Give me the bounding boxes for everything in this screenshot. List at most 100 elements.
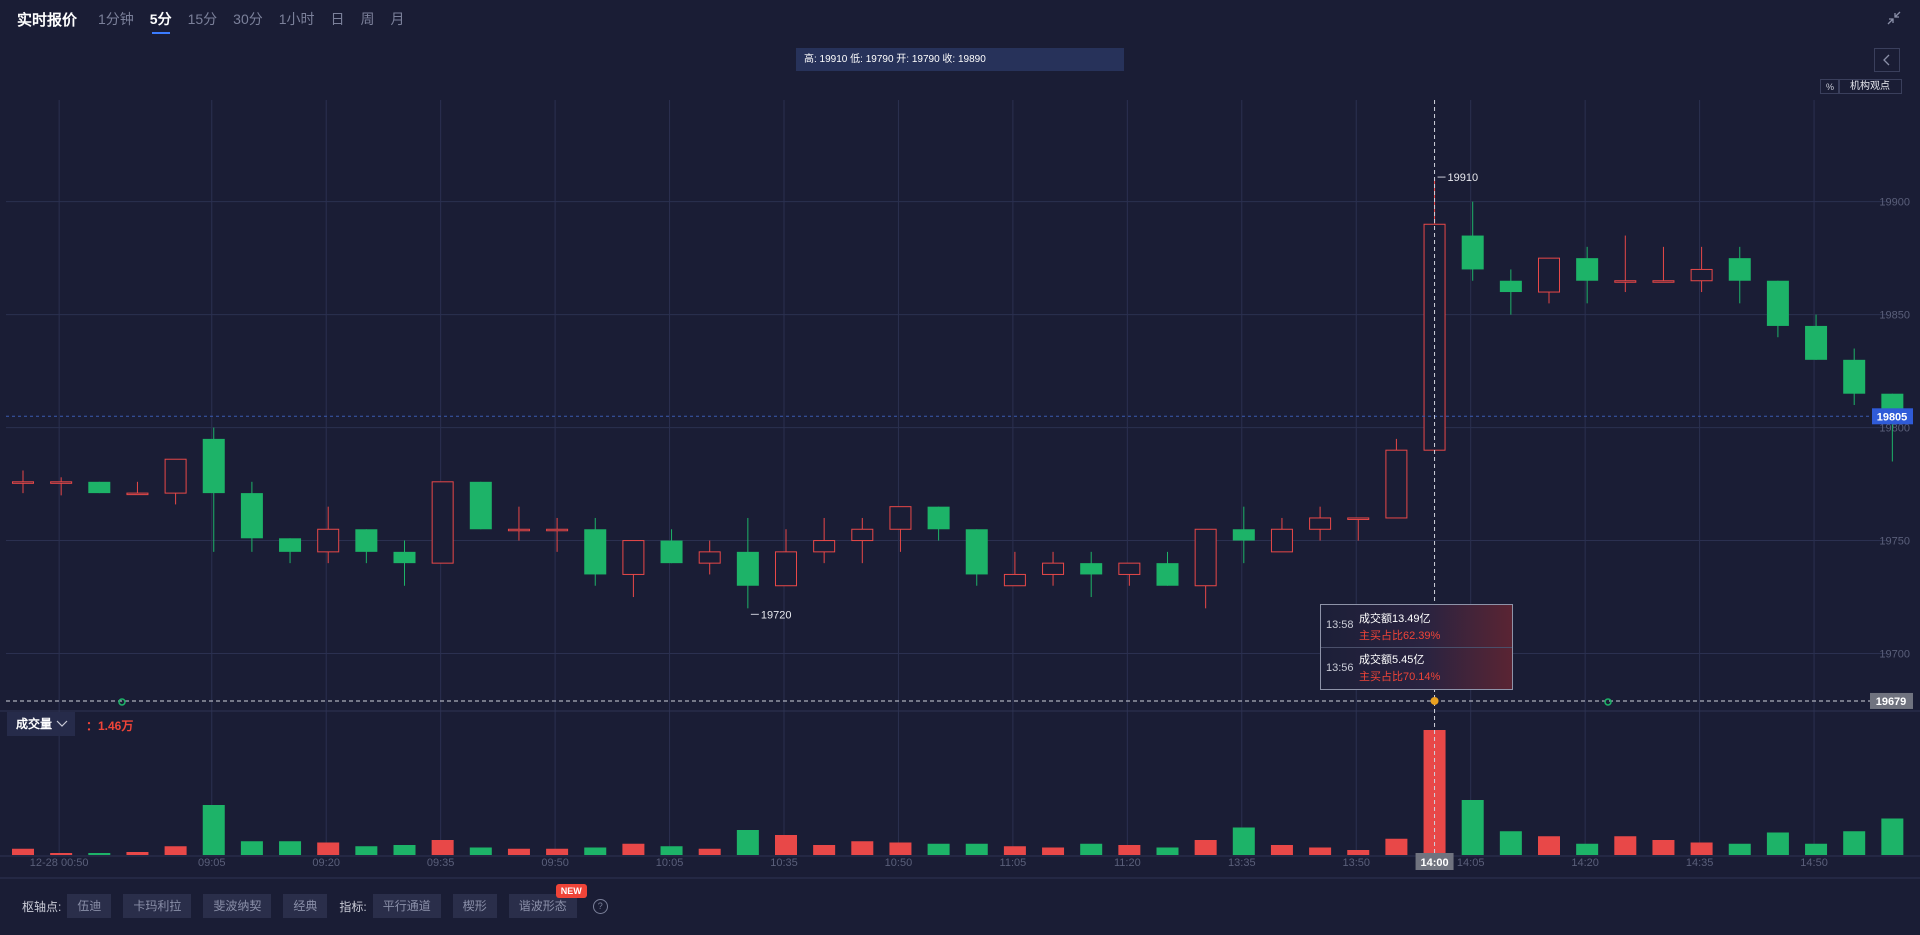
tab-period[interactable]: 1分钟 — [98, 11, 134, 27]
candle-body — [240, 493, 263, 539]
volume-bar — [88, 853, 111, 855]
institution-view-button[interactable]: 机构观点 — [1838, 79, 1902, 94]
wedge-button[interactable]: 楔形 — [452, 894, 497, 918]
crosshair-time-label: 14:00 — [1420, 857, 1448, 869]
candle-body — [1766, 280, 1789, 326]
candle-body — [546, 528, 569, 532]
candle-body — [927, 506, 950, 530]
candle-body — [965, 529, 988, 575]
percent-toggle[interactable]: % — [1820, 79, 1840, 94]
volume-bar — [660, 846, 683, 855]
tooltip-amount: 成交额5.45亿 — [1359, 654, 1425, 666]
tab-period[interactable]: 日 — [330, 11, 345, 27]
candle-body — [584, 529, 607, 575]
candle-body — [126, 492, 149, 496]
volume-bar — [1576, 843, 1599, 855]
harmonic-pattern-button[interactable]: 谐波形态 NEW — [508, 884, 587, 918]
candle-body — [775, 551, 797, 587]
candle — [507, 506, 530, 541]
drawing-toolbar: 枢轴点: 伍迪 卡玛利拉 斐波纳契 经典 指标: 平行通道 楔形 谐波形态 NE… — [22, 884, 608, 919]
annotation-label: 19910 — [1448, 172, 1479, 184]
pivot-label: 枢轴点: — [22, 899, 62, 914]
volume-bar — [1881, 818, 1904, 855]
candle-body — [469, 481, 492, 530]
volume-bar — [736, 830, 759, 855]
pivot-fibonacci-button[interactable]: 斐波纳契 — [203, 894, 272, 918]
volume-bar — [1156, 847, 1179, 855]
candle — [1118, 562, 1141, 586]
volume-bar — [1232, 827, 1255, 855]
parallel-channel-button[interactable]: 平行通道 — [372, 894, 441, 918]
candle — [927, 506, 950, 541]
candle — [1347, 517, 1370, 541]
candle — [889, 506, 912, 552]
volume-bar — [927, 843, 950, 855]
indicator-label: 指标: — [339, 899, 367, 914]
candle — [202, 427, 225, 552]
candle — [698, 540, 721, 575]
x-tick-label: 14:20 — [1571, 857, 1599, 869]
candle — [1766, 280, 1789, 338]
candle — [126, 481, 149, 496]
candle-body — [660, 540, 683, 564]
candle-body — [1728, 258, 1751, 281]
tab-period[interactable]: 1小时 — [278, 11, 315, 27]
pivot-classic-button[interactable]: 经典 — [283, 894, 328, 918]
collapse-icon[interactable] — [1886, 10, 1902, 26]
back-button[interactable] — [1874, 48, 1900, 72]
x-tick-label: 10:50 — [885, 857, 913, 869]
tooltip-row: 13:56 成交额5.45亿 主买占比70.14% — [1321, 648, 1512, 690]
candle-body — [889, 506, 912, 530]
candle — [1042, 551, 1065, 586]
volume-bar — [1538, 836, 1560, 855]
volume-bar — [698, 848, 721, 855]
candle — [813, 517, 836, 564]
tab-period[interactable]: 周 — [360, 11, 375, 27]
candle — [1309, 506, 1332, 541]
candle-body — [736, 551, 759, 586]
candle-body — [1003, 573, 1026, 587]
pivot-camarilla-button[interactable]: 卡玛利拉 — [123, 894, 192, 918]
candle-body — [12, 481, 34, 484]
volume-bar — [851, 841, 874, 855]
candle — [1805, 314, 1828, 360]
volume-bar — [50, 853, 73, 855]
candle — [1156, 551, 1179, 586]
candle-body — [1538, 257, 1560, 293]
volume-bar — [889, 842, 912, 855]
x-tick-label: 09:50 — [541, 857, 569, 869]
candle-body — [317, 528, 340, 553]
tab-period[interactable]: 30分 — [233, 11, 263, 27]
candle — [469, 481, 492, 530]
candle — [431, 481, 454, 564]
y-tick-label: 19700 — [1879, 649, 1910, 661]
candle — [546, 517, 569, 552]
x-tick-label: 14:50 — [1800, 857, 1828, 869]
candle-body — [1499, 280, 1522, 293]
tooltip-time: 13:58 — [1326, 619, 1354, 631]
event-marker-icon — [118, 698, 126, 706]
volume-bar — [775, 835, 797, 855]
tab-period[interactable]: 5分 — [149, 11, 172, 34]
candle — [965, 529, 988, 586]
help-icon[interactable]: ? — [592, 898, 608, 914]
volume-indicator-select[interactable]: 成交量 — [7, 712, 75, 736]
pivot-woodie-button[interactable]: 伍迪 — [67, 894, 112, 918]
tab-period[interactable]: 15分 — [187, 11, 218, 27]
volume-bar — [546, 848, 569, 855]
volume-bar — [12, 848, 34, 855]
x-tick-label: 14:35 — [1686, 857, 1714, 869]
tab-period[interactable]: 月 — [390, 11, 405, 27]
volume-bar — [202, 805, 225, 855]
x-tick-label: 13:50 — [1342, 857, 1370, 869]
candle-body — [1652, 280, 1675, 283]
candle — [317, 506, 340, 564]
tooltip-ratio: 主买占比62.39% — [1359, 630, 1441, 642]
volume-bar — [1003, 846, 1026, 855]
volume-bar — [1614, 836, 1637, 855]
candle-body — [1232, 529, 1255, 541]
volume-bar — [1042, 847, 1065, 855]
candle-body — [355, 529, 378, 552]
candle — [1270, 517, 1293, 553]
